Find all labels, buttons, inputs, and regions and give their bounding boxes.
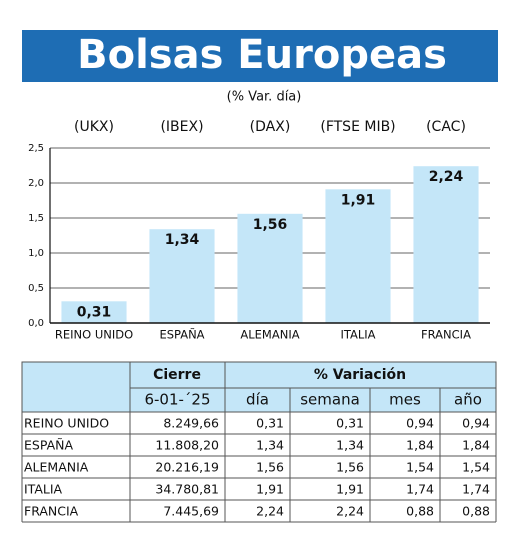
table-cell: 1,54 xyxy=(462,460,490,475)
value-label: 1,56 xyxy=(253,217,288,233)
table-cell: 2,24 xyxy=(336,504,364,519)
value-label: 1,34 xyxy=(165,232,200,248)
bar xyxy=(325,189,391,323)
table-cell: 0,94 xyxy=(406,416,434,431)
value-label: 2,24 xyxy=(429,169,464,185)
table-cell: 1,56 xyxy=(256,460,284,475)
table-cell: 1,91 xyxy=(256,482,284,497)
table-cell: 34.780,81 xyxy=(155,482,219,497)
group-header: % Variación xyxy=(314,367,406,383)
column-header: 6-01-´25 xyxy=(144,391,210,409)
table-cell: 11.808,20 xyxy=(155,438,219,453)
index-code: (CAC) xyxy=(426,119,466,135)
x-tick-label: ESPAÑA xyxy=(159,327,204,342)
chart-subtitle: (% Var. día) xyxy=(227,90,302,105)
table-cell: 1,34 xyxy=(256,438,284,453)
table-cell: 8.249,66 xyxy=(163,416,219,431)
table-cell: 1,84 xyxy=(406,438,434,453)
y-tick-label: 0,5 xyxy=(28,283,44,294)
y-tick-label: 2,5 xyxy=(28,143,44,154)
index-code: (FTSE MIB) xyxy=(320,119,395,135)
chart-title: Bolsas Europeas xyxy=(77,32,447,78)
table-cell: 20.216,19 xyxy=(155,460,219,475)
index-code: (DAX) xyxy=(250,119,291,135)
table-cell: 1,56 xyxy=(336,460,364,475)
table-cell: 0,31 xyxy=(336,416,364,431)
table-cell: ALEMANIA xyxy=(24,460,89,475)
table-cell: ITALIA xyxy=(24,482,63,497)
y-tick-label: 0,0 xyxy=(28,318,44,329)
value-label: 0,31 xyxy=(77,304,112,320)
table-cell: 0,94 xyxy=(462,416,490,431)
table-cell: 0,31 xyxy=(256,416,284,431)
index-code: (IBEX) xyxy=(160,119,203,135)
title-banner xyxy=(22,30,498,82)
table-cell: ESPAÑA xyxy=(24,438,73,453)
table-cell: 1,74 xyxy=(462,482,490,497)
table-cell: 1,34 xyxy=(336,438,364,453)
value-label: 1,91 xyxy=(341,192,376,208)
table-cell: REINO UNIDO xyxy=(24,416,109,431)
bar xyxy=(61,301,127,323)
group-header: Cierre xyxy=(153,367,201,383)
table-cell: 1,54 xyxy=(406,460,434,475)
column-header: semana xyxy=(300,391,360,409)
table-cell: 0,88 xyxy=(462,504,490,519)
index-code: (UKX) xyxy=(74,119,114,135)
table-cell: 2,24 xyxy=(256,504,284,519)
bar xyxy=(149,229,215,323)
x-tick-label: ALEMANIA xyxy=(240,328,299,342)
bar xyxy=(237,213,303,323)
table-cell: 1,91 xyxy=(336,482,364,497)
table-cell: 1,74 xyxy=(406,482,434,497)
x-tick-label: REINO UNIDO xyxy=(55,328,133,342)
column-header: día xyxy=(246,391,269,409)
y-tick-label: 2,0 xyxy=(28,178,44,189)
y-tick-label: 1,0 xyxy=(28,248,44,259)
x-tick-label: ITALIA xyxy=(340,328,375,342)
table-cell: FRANCIA xyxy=(24,504,79,519)
y-tick-label: 1,5 xyxy=(28,213,44,224)
table-cell: 0,88 xyxy=(406,504,434,519)
column-header: mes xyxy=(389,391,421,409)
x-tick-label: FRANCIA xyxy=(421,328,471,342)
table-cell: 1,84 xyxy=(462,438,490,453)
bar xyxy=(413,166,479,323)
column-header: año xyxy=(454,391,482,409)
table-cell: 7.445,69 xyxy=(163,504,219,519)
